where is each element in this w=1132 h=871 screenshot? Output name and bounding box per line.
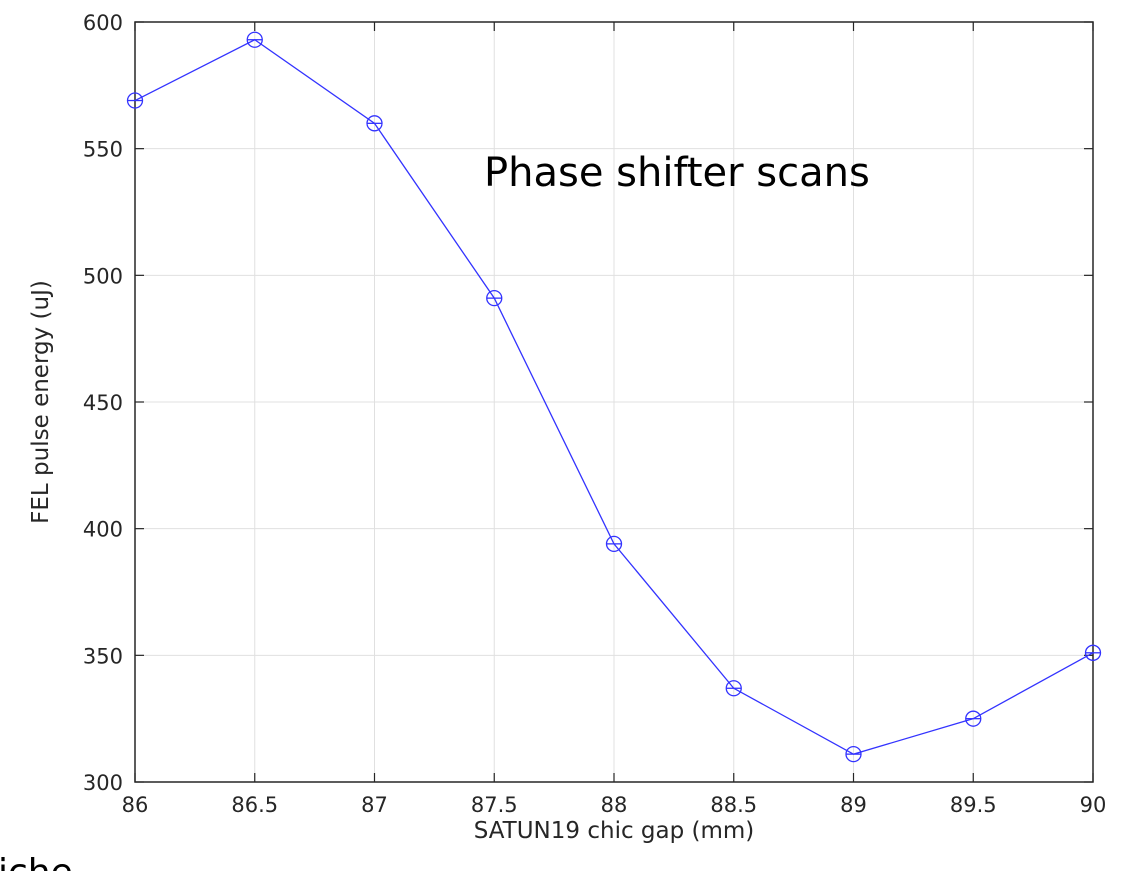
- data-point: [126, 92, 144, 109]
- data-point: [366, 115, 383, 132]
- data-point: [845, 745, 862, 763]
- cropped-text-fragment: iche: [0, 852, 73, 871]
- x-axis-label: SATUN19 chic gap (mm): [474, 818, 755, 844]
- x-tick-label: 89: [840, 793, 867, 817]
- x-tick-label: 87.5: [471, 793, 518, 817]
- x-tick-label: 86.5: [231, 793, 278, 817]
- x-tick-label: 87: [361, 793, 388, 817]
- data-point: [246, 31, 263, 48]
- x-tick-label: 88.5: [710, 793, 757, 817]
- data-point: [605, 535, 623, 553]
- data-series: [126, 31, 1102, 763]
- data-point: [965, 710, 982, 727]
- y-tick-label: 450: [83, 391, 123, 415]
- x-tick-label: 89.5: [950, 793, 997, 817]
- grid: [135, 22, 1093, 782]
- y-tick-label: 600: [83, 11, 123, 35]
- y-tick-labels: 300 350 400 450 500 550 600: [83, 11, 123, 795]
- data-point: [725, 680, 742, 697]
- x-tick-label: 86: [122, 793, 149, 817]
- y-tick-label: 300: [83, 771, 123, 795]
- chart-annotation: Phase shifter scans: [484, 150, 870, 196]
- data-point: [1084, 644, 1102, 661]
- x-tick-labels: 86 86.5 87 87.5 88 88.5 89 89.5 90: [122, 793, 1107, 817]
- y-tick-label: 550: [83, 138, 123, 162]
- x-tick-label: 88: [601, 793, 628, 817]
- y-tick-label: 400: [83, 518, 123, 542]
- y-tick-label: 500: [83, 264, 123, 288]
- axis-ticks: [134, 21, 1094, 783]
- x-tick-label: 90: [1080, 793, 1107, 817]
- data-point: [486, 289, 503, 307]
- y-tick-label: 350: [83, 644, 123, 668]
- y-axis-label: FEL pulse energy (uJ): [28, 280, 54, 524]
